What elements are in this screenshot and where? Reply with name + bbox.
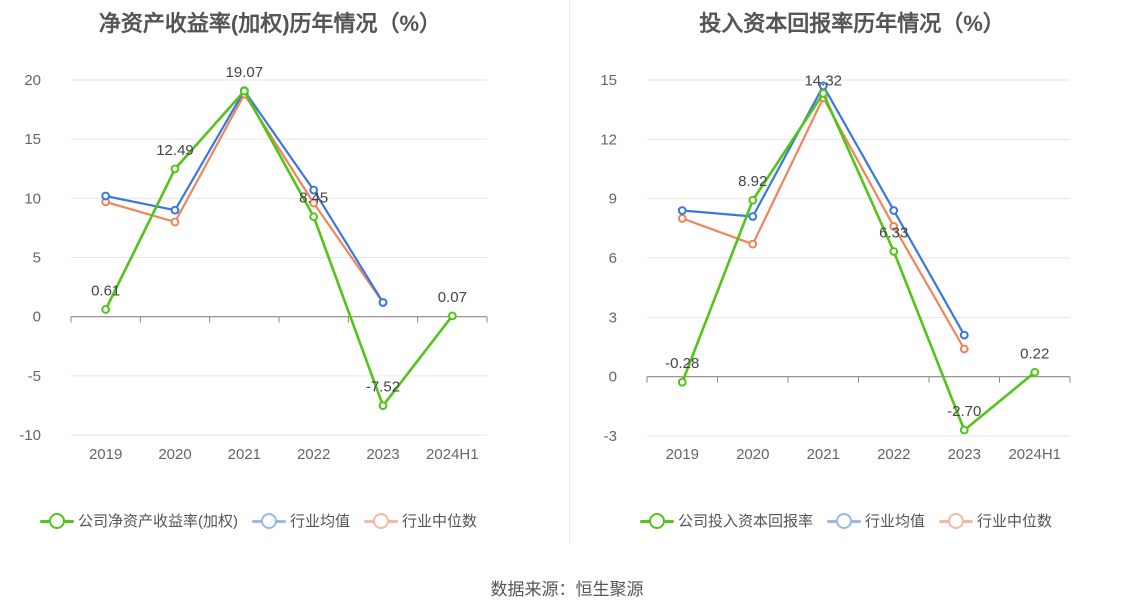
data-point [748, 239, 758, 249]
y-tick-label: 5 [33, 250, 41, 267]
legend-label: 公司投入资本回报率 [678, 513, 814, 530]
data-label: 8.45 [299, 190, 328, 207]
data-point [748, 195, 758, 205]
data-point [101, 305, 111, 314]
data-label: -7.52 [366, 379, 400, 396]
data-point [309, 212, 319, 222]
y-tick-label: 20 [24, 72, 41, 89]
x-tick-label: 2023 [948, 446, 981, 463]
y-tick-label: -10 [19, 427, 41, 444]
legend-item-industry-mean[interactable]: 行业均值 [827, 510, 925, 531]
x-tick-label: 2021 [228, 446, 261, 463]
y-tick-label: 0 [33, 309, 41, 326]
data-point [818, 89, 828, 98]
data-label: 6.33 [879, 224, 908, 241]
data-point [378, 298, 388, 307]
data-label: -0.28 [665, 355, 699, 372]
data-point [1030, 367, 1040, 377]
data-point [959, 330, 969, 340]
data-point [378, 401, 388, 411]
legend-label: 公司净资产收益率(加权) [78, 513, 238, 530]
y-tick-label: -3 [604, 428, 617, 445]
x-tick-label: 2022 [297, 446, 330, 463]
data-point [309, 198, 319, 208]
x-tick-label: 2020 [736, 446, 769, 463]
series-line [681, 96, 966, 350]
legend-item-industry-median[interactable]: 行业中位数 [364, 510, 477, 531]
chart-divider [569, 0, 570, 545]
y-tick-label: 12 [600, 131, 617, 148]
right-chart-title: 投入资本回报率历年情况（%） [699, 11, 1005, 36]
y-tick-label: 3 [609, 309, 617, 326]
series-line [681, 92, 1036, 432]
legend-swatch-icon [364, 512, 399, 529]
x-tick-label: 2024H1 [426, 446, 479, 463]
data-label: 0.22 [1020, 345, 1049, 362]
legend-item-industry-median[interactable]: 行业中位数 [939, 510, 1052, 531]
data-point [889, 221, 899, 231]
legend-item-company-roic[interactable]: 公司投入资本回报率 [640, 510, 813, 531]
data-source-note: 数据来源：恒生聚源 [490, 580, 644, 599]
y-tick-label: 10 [24, 190, 41, 207]
legend-item-company-roe[interactable]: 公司净资产收益率(加权) [40, 510, 238, 531]
x-tick-label: 2024H1 [1008, 446, 1061, 463]
data-label: 19.07 [226, 64, 264, 81]
x-tick-label: 2019 [666, 446, 699, 463]
legend-label: 行业中位数 [977, 513, 1053, 530]
series-line [104, 89, 454, 407]
data-point [959, 425, 969, 435]
legend-swatch-icon [40, 512, 74, 529]
legend-swatch-icon [252, 512, 286, 529]
data-label: 0.07 [438, 289, 467, 306]
data-point [170, 205, 180, 215]
left-chart-title: 净资产收益率(加权)历年情况（%） [98, 11, 442, 36]
data-point [677, 377, 687, 387]
data-point [959, 344, 969, 354]
legend-label: 行业均值 [290, 513, 351, 530]
legend-label: 行业均值 [865, 513, 926, 530]
data-point [309, 185, 319, 195]
y-tick-label: 0 [609, 369, 617, 386]
y-tick-label: 6 [609, 250, 617, 267]
legend-swatch-icon [939, 512, 974, 529]
x-tick-label: 2020 [158, 446, 191, 463]
data-point [889, 247, 899, 256]
x-tick-label: 2022 [877, 446, 910, 463]
data-label: 14.32 [804, 72, 842, 89]
data-point [101, 191, 111, 201]
x-tick-label: 2021 [807, 446, 840, 463]
data-point [677, 214, 687, 223]
right-chart-legend: 公司投入资本回报率 行业均值 行业中位数 [640, 510, 1066, 531]
data-label: 0.61 [91, 282, 120, 299]
x-tick-label: 2019 [89, 446, 122, 463]
x-tick-label: 2023 [366, 446, 399, 463]
left-line-chart: 20 15 10 5 0 -5 -10 2019 2020 2021 2022 2023 2024H1 0… [19, 64, 488, 463]
data-label: 12.49 [156, 142, 194, 159]
legend-swatch-icon [827, 512, 862, 529]
y-tick-label: 9 [609, 191, 617, 208]
legend-swatch-icon [640, 512, 674, 529]
data-point [677, 206, 687, 215]
data-label: 8.92 [738, 173, 767, 190]
series-line [682, 84, 966, 336]
right-line-chart: 15 12 9 6 3 0 -3 2019 2020 2021 2022 2023 2024H1 -0.2… [600, 72, 1071, 463]
y-tick-label: -5 [28, 368, 41, 385]
data-point [170, 164, 180, 174]
legend-label: 行业中位数 [402, 513, 478, 530]
data-point [748, 212, 758, 221]
data-point [170, 217, 180, 227]
data-label: -2.70 [947, 403, 981, 420]
y-tick-label: 15 [600, 72, 617, 89]
data-point [239, 86, 249, 96]
legend-item-industry-mean[interactable]: 行业均值 [252, 510, 350, 531]
left-chart-legend: 公司净资产收益率(加权) 行业均值 行业中位数 [40, 510, 491, 531]
data-point [889, 206, 899, 215]
data-point [447, 311, 457, 321]
series-line [105, 89, 384, 304]
y-tick-label: 15 [24, 131, 41, 148]
